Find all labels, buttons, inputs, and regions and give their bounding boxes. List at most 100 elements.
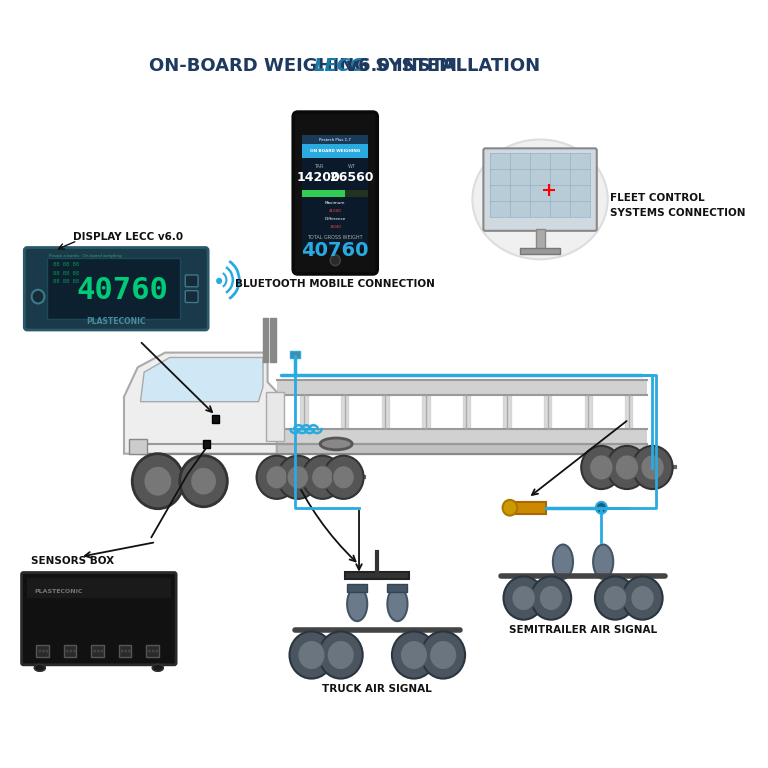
Bar — [36, 645, 49, 657]
Circle shape — [257, 455, 296, 499]
Circle shape — [511, 585, 535, 611]
Ellipse shape — [152, 664, 164, 671]
Circle shape — [504, 577, 544, 620]
Circle shape — [502, 500, 517, 515]
Circle shape — [330, 255, 340, 266]
Circle shape — [46, 650, 48, 653]
Circle shape — [144, 466, 172, 496]
Text: Pesaje a bordo · On board weighing: Pesaje a bordo · On board weighing — [49, 254, 121, 258]
Bar — [203, 440, 210, 448]
Circle shape — [124, 650, 127, 653]
Circle shape — [607, 446, 647, 489]
Circle shape — [312, 465, 333, 489]
Circle shape — [531, 577, 571, 620]
Circle shape — [327, 641, 355, 670]
FancyBboxPatch shape — [483, 148, 597, 231]
Circle shape — [581, 446, 621, 489]
Text: 14200: 14200 — [297, 171, 341, 184]
Ellipse shape — [553, 545, 573, 579]
Text: SEMITRAILER AIR SIGNAL: SEMITRAILER AIR SIGNAL — [509, 625, 657, 635]
Text: DISPLAY LECC v6.0: DISPLAY LECC v6.0 — [73, 232, 183, 242]
Text: WT: WT — [348, 164, 356, 168]
Ellipse shape — [472, 140, 607, 260]
Text: SYSTEMS CONNECTION: SYSTEMS CONNECTION — [611, 208, 746, 218]
Circle shape — [38, 650, 41, 653]
FancyBboxPatch shape — [22, 572, 176, 665]
Text: 88 88 88: 88 88 88 — [53, 262, 78, 266]
Circle shape — [323, 455, 363, 499]
Circle shape — [152, 650, 154, 653]
Ellipse shape — [152, 664, 164, 671]
Ellipse shape — [320, 438, 353, 450]
FancyBboxPatch shape — [293, 112, 377, 274]
Circle shape — [400, 641, 428, 670]
Bar — [128, 439, 147, 454]
Text: PLASTECONIC: PLASTECONIC — [87, 316, 146, 326]
Bar — [535, 229, 545, 250]
Circle shape — [421, 631, 465, 679]
Text: TAR: TAR — [314, 164, 323, 168]
Bar — [266, 392, 284, 441]
Text: TRUCK AIR SIGNAL: TRUCK AIR SIGNAL — [323, 684, 432, 694]
Circle shape — [392, 631, 435, 679]
Bar — [91, 645, 104, 657]
Circle shape — [429, 641, 457, 670]
Bar — [490, 154, 591, 217]
Circle shape — [298, 641, 325, 670]
Circle shape — [132, 454, 184, 508]
Circle shape — [97, 650, 100, 653]
Text: 88 88 88: 88 88 88 — [53, 280, 78, 284]
Circle shape — [603, 585, 627, 611]
Polygon shape — [124, 353, 276, 454]
Text: v6.0 INSTALLATION: v6.0 INSTALLATION — [339, 57, 540, 74]
Circle shape — [156, 650, 158, 653]
Text: BLUETOOTH MOBILE CONNECTION: BLUETOOTH MOBILE CONNECTION — [235, 279, 435, 289]
FancyBboxPatch shape — [185, 291, 198, 303]
Bar — [303, 190, 345, 197]
Ellipse shape — [593, 545, 613, 579]
Circle shape — [73, 650, 76, 653]
Circle shape — [266, 465, 288, 489]
Circle shape — [596, 502, 607, 514]
Text: Pestech Plus 1.7: Pestech Plus 1.7 — [319, 137, 351, 141]
Text: 40760: 40760 — [77, 276, 168, 305]
Circle shape — [319, 631, 362, 679]
Text: 41000: 41000 — [329, 209, 342, 214]
Bar — [27, 578, 170, 598]
Bar — [387, 584, 408, 592]
Circle shape — [615, 455, 639, 480]
Circle shape — [190, 467, 217, 495]
Circle shape — [217, 279, 221, 283]
Bar — [118, 645, 131, 657]
Bar — [346, 571, 409, 579]
Bar — [303, 134, 368, 250]
Circle shape — [31, 290, 45, 303]
Circle shape — [641, 455, 664, 480]
Ellipse shape — [35, 664, 45, 671]
Ellipse shape — [387, 587, 408, 621]
Circle shape — [180, 455, 227, 507]
Circle shape — [277, 455, 318, 499]
Circle shape — [101, 650, 104, 653]
Ellipse shape — [35, 664, 45, 671]
Bar — [520, 249, 560, 254]
FancyBboxPatch shape — [185, 275, 198, 286]
Circle shape — [590, 455, 613, 480]
Circle shape — [595, 577, 635, 620]
Text: Difference: Difference — [325, 217, 346, 221]
Circle shape — [286, 465, 309, 489]
Text: SENSORS BOX: SENSORS BOX — [31, 556, 114, 566]
Circle shape — [66, 650, 68, 653]
Bar — [47, 258, 180, 319]
Text: TOTAL GROSS WEIGHT: TOTAL GROSS WEIGHT — [307, 235, 363, 240]
Circle shape — [632, 446, 673, 489]
Circle shape — [121, 650, 124, 653]
Circle shape — [128, 650, 131, 653]
Circle shape — [333, 465, 355, 489]
Bar — [510, 502, 547, 514]
Bar — [345, 190, 368, 197]
Ellipse shape — [347, 587, 367, 621]
Text: 88 88 88: 88 88 88 — [53, 270, 78, 276]
Text: LECC: LECC — [313, 57, 363, 74]
Bar — [64, 645, 77, 657]
